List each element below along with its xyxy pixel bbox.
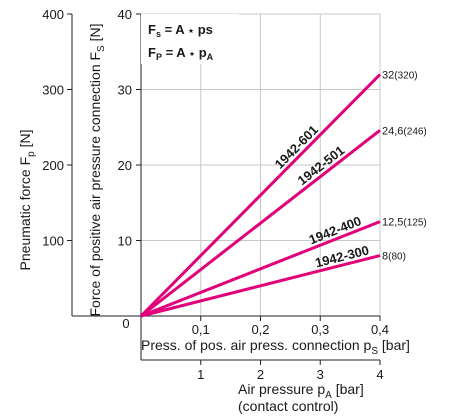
inner-y-tick-label: 10: [118, 234, 132, 249]
outer-x-tick-label: 1: [197, 367, 204, 382]
inner-x-tick-label: 0,4: [371, 322, 389, 337]
series-line: [139, 73, 382, 318]
series-line: [140, 220, 381, 318]
series-end-label: 24,6(246): [382, 125, 427, 137]
series-end-label-parenthetical: (320): [394, 70, 417, 81]
outer-y-tick-label: 300: [42, 83, 64, 98]
inner-x-tick-label: 0,3: [311, 322, 329, 337]
outer-x-tick-label: 3: [317, 367, 324, 382]
series-end-label: 12,5(125): [382, 217, 427, 229]
series-end-label-parenthetical: (80): [388, 252, 406, 263]
outer-x-tick-label: 2: [257, 367, 264, 382]
series-name-label: 1942-400: [307, 213, 364, 247]
outer-y-tick-label: 200: [42, 158, 64, 173]
inner-y-tick-label: 40: [118, 7, 132, 22]
inner-y-tick-label: 20: [118, 158, 132, 173]
series-end-label: 8(80): [382, 251, 406, 263]
outer-y-axis-title: Pneumatic force Fp [N]: [17, 130, 37, 271]
series-end-label: 32(320): [382, 69, 418, 81]
outer-x-tick-label: 4: [376, 367, 383, 382]
outer-x-axis-subtitle: (contact control): [238, 398, 338, 414]
origin-label: 0: [122, 316, 129, 331]
inner-x-tick-label: 0,1: [192, 322, 210, 337]
series-line: [140, 129, 381, 318]
series-end-label-parenthetical: (246): [403, 126, 426, 137]
axes: [67, 13, 381, 365]
series-lines: [139, 73, 382, 318]
series-line: [140, 254, 381, 318]
outer-y-tick-label: 400: [42, 7, 64, 22]
formula-line-2: FP = A ⋆ pA: [148, 45, 214, 62]
outer-x-axis-title: Air pressure pA [bar]: [238, 381, 364, 401]
formula-box-frame: [141, 14, 239, 64]
inner-y-axis-title: Force of positive air pressure connectio…: [87, 23, 107, 316]
formula-box: Fs = A ⋆ ps FP = A ⋆ pA: [141, 14, 239, 64]
outer-y-tick-label: 100: [42, 234, 64, 249]
inner-x-axis-title: Press. of pos. air press. connection pS …: [141, 337, 410, 357]
inner-y-tick-label: 30: [118, 83, 132, 98]
series-end-label-parenthetical: (125): [403, 218, 426, 229]
inner-x-tick-label: 0,2: [251, 322, 269, 337]
formula-line-1: Fs = A ⋆ ps: [148, 22, 213, 39]
